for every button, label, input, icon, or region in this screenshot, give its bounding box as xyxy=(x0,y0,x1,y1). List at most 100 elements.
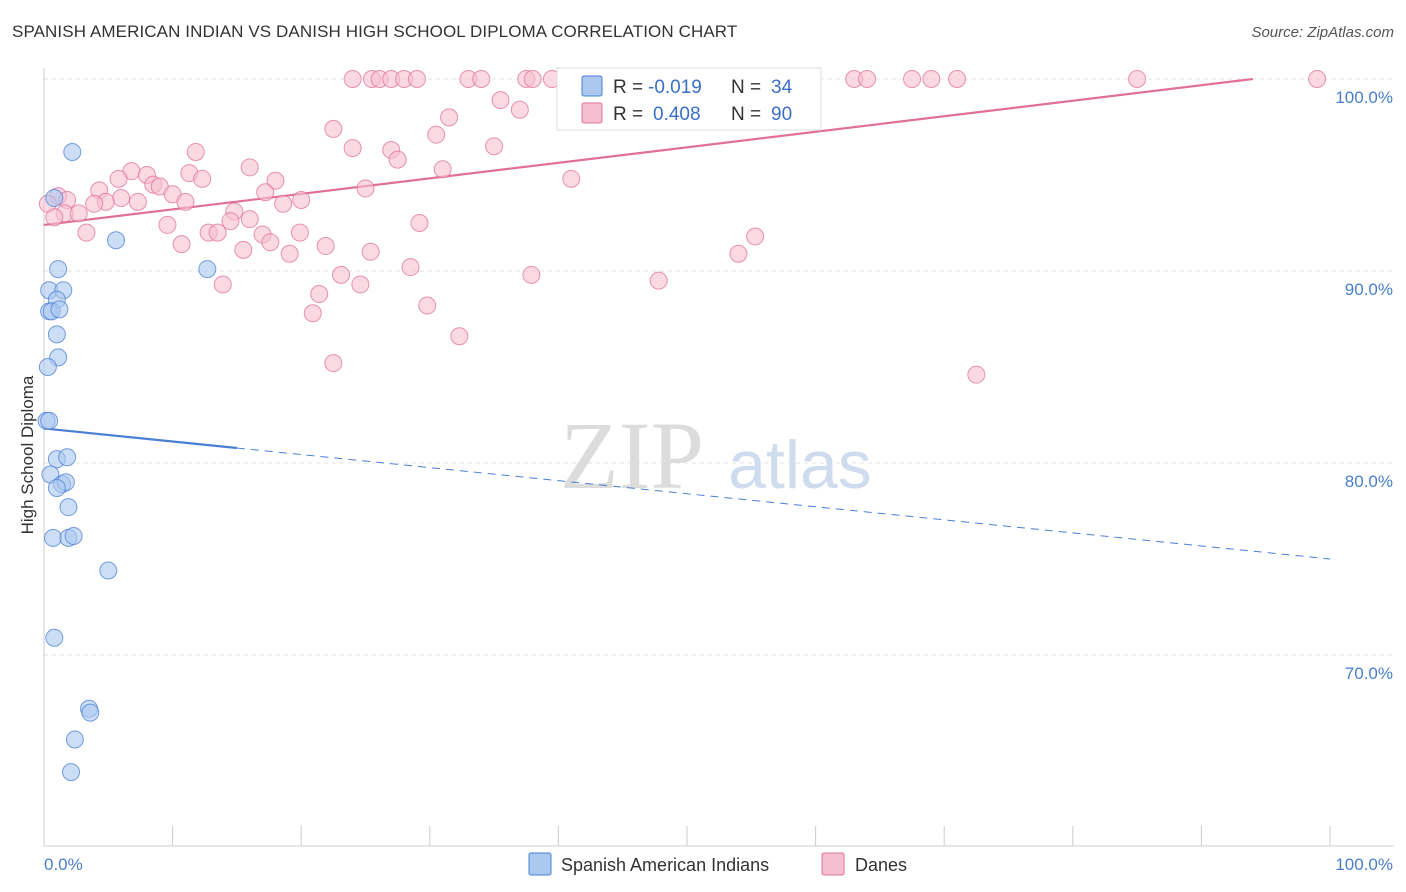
stats-swatch-danes xyxy=(581,102,603,124)
x-tick-labels: 0.0% 100.0% xyxy=(44,855,1393,874)
data-point-danes-65 xyxy=(208,223,227,242)
data-point-danes-72 xyxy=(234,240,253,259)
watermark: ZIP atlas xyxy=(560,402,872,509)
data-point-danes-40 xyxy=(562,169,581,188)
data-point-spanish-american-indians-22 xyxy=(59,498,78,517)
stats-r-value-2: 0.408 xyxy=(653,104,701,125)
data-point-danes-23 xyxy=(510,100,529,119)
data-points xyxy=(37,70,1327,782)
y-tick-label-2: 80.0% xyxy=(1345,472,1393,491)
data-point-danes-20 xyxy=(1128,70,1147,88)
data-point-danes-57 xyxy=(69,204,88,223)
data-point-danes-24 xyxy=(440,108,459,127)
data-point-danes-67 xyxy=(290,223,309,242)
data-point-danes-21 xyxy=(1308,70,1327,88)
series-legend: Spanish American Indians Danes xyxy=(528,852,907,876)
data-point-danes-86 xyxy=(324,354,343,373)
data-point-spanish-american-indians-27 xyxy=(45,628,64,647)
watermark-atlas: atlas xyxy=(728,427,872,503)
trend-line-solid-1 xyxy=(43,77,1253,227)
data-point-danes-81 xyxy=(351,275,370,294)
stats-n-label-1: N = xyxy=(731,77,761,98)
data-point-spanish-american-indians-11 xyxy=(47,325,66,344)
trend-line-dashed-0 xyxy=(236,447,1331,560)
data-point-danes-16 xyxy=(858,70,877,88)
data-point-spanish-american-indians-10 xyxy=(50,300,69,319)
data-point-danes-18 xyxy=(922,70,941,88)
chart-title: SPANISH AMERICAN INDIAN VS DANISH HIGH S… xyxy=(12,22,738,41)
legend-swatch-danes xyxy=(821,852,845,876)
data-point-spanish-american-indians-1 xyxy=(45,189,64,208)
data-point-danes-63 xyxy=(77,223,96,242)
axes xyxy=(43,68,1394,847)
data-point-danes-43 xyxy=(356,179,375,198)
data-point-danes-52 xyxy=(176,192,195,211)
data-point-spanish-american-indians-30 xyxy=(65,730,84,749)
data-point-spanish-american-indians-23 xyxy=(44,528,63,547)
data-point-danes-76 xyxy=(401,258,420,277)
data-point-spanish-american-indians-3 xyxy=(49,260,68,279)
data-point-danes-59 xyxy=(221,212,240,231)
data-point-danes-51 xyxy=(128,192,147,211)
stats-n-value-2: 90 xyxy=(771,104,792,125)
data-point-danes-85 xyxy=(450,327,469,346)
data-point-danes-17 xyxy=(903,70,922,88)
data-point-spanish-american-indians-26 xyxy=(99,561,118,580)
data-point-danes-39 xyxy=(266,171,285,190)
y-tick-labels: 100.0% 90.0% 80.0% 70.0% xyxy=(1335,88,1393,683)
data-point-spanish-american-indians-4 xyxy=(198,260,217,279)
data-point-spanish-american-indians-17 xyxy=(58,448,77,467)
stats-n-label-2: N = xyxy=(731,104,761,125)
data-point-danes-60 xyxy=(240,210,259,229)
trend-line-solid-0 xyxy=(43,427,238,450)
source-credit[interactable]: Source: ZipAtlas.com xyxy=(1251,24,1394,41)
trend-lines xyxy=(43,77,1331,560)
data-point-danes-69 xyxy=(172,235,191,254)
y-axis-label: High School Diploma xyxy=(18,375,37,534)
data-point-danes-22 xyxy=(491,91,510,110)
x-tick-label-0: 0.0% xyxy=(44,855,83,874)
legend-label-spanish-american-indians: Spanish American Indians xyxy=(561,855,769,875)
data-point-danes-32 xyxy=(240,158,259,177)
data-point-spanish-american-indians-31 xyxy=(62,763,81,782)
data-point-danes-26 xyxy=(427,125,446,144)
stats-legend: R = -0.019 N = 34 R = 0.408 N = 90 xyxy=(556,67,822,131)
data-point-danes-38 xyxy=(193,169,212,188)
data-point-danes-89 xyxy=(45,208,64,227)
data-point-danes-7 xyxy=(472,70,491,88)
data-point-danes-83 xyxy=(418,296,437,315)
data-point-spanish-american-indians-21 xyxy=(47,478,66,497)
watermark-zip: ZIP xyxy=(560,402,704,509)
x-tick-label-1: 100.0% xyxy=(1335,855,1393,874)
data-point-danes-82 xyxy=(310,285,329,304)
data-point-danes-61 xyxy=(158,215,177,234)
data-point-danes-74 xyxy=(280,244,299,263)
data-point-danes-87 xyxy=(967,365,986,384)
data-point-danes-84 xyxy=(303,304,322,323)
data-point-danes-25 xyxy=(324,119,343,138)
stats-r-label-1: R = xyxy=(613,77,643,98)
data-point-spanish-american-indians-29 xyxy=(81,703,100,722)
data-point-spanish-american-indians-0 xyxy=(63,142,82,161)
data-point-danes-55 xyxy=(292,190,311,209)
data-point-danes-37 xyxy=(109,169,128,188)
data-point-spanish-american-indians-25 xyxy=(64,526,83,545)
data-point-danes-19 xyxy=(948,70,967,88)
data-point-danes-73 xyxy=(361,242,380,261)
data-point-danes-78 xyxy=(522,265,541,284)
data-point-danes-29 xyxy=(485,137,504,156)
data-point-danes-54 xyxy=(274,194,293,213)
data-point-danes-70 xyxy=(261,233,280,252)
legend-label-danes: Danes xyxy=(855,855,907,875)
y-tick-label-0: 100.0% xyxy=(1335,88,1393,107)
stats-r-value-1: -0.019 xyxy=(648,77,702,98)
stats-r-label-2: R = xyxy=(613,104,643,125)
legend-item-danes[interactable]: Danes xyxy=(821,852,907,876)
data-point-danes-79 xyxy=(649,271,668,290)
data-point-danes-30 xyxy=(186,142,205,161)
legend-item-spanish-american-indians[interactable]: Spanish American Indians xyxy=(528,852,769,876)
data-point-spanish-american-indians-13 xyxy=(38,358,57,376)
stats-n-value-1: 34 xyxy=(771,77,793,98)
y-tick-label-1: 90.0% xyxy=(1345,280,1393,299)
